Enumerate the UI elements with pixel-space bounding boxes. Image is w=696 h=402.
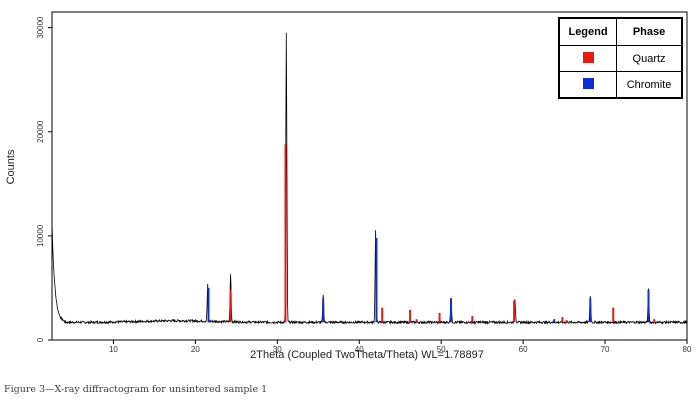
x-tick-label: 10 bbox=[109, 345, 118, 354]
x-axis-label: 2Theta (Coupled TwoTheta/Theta) WL=1.788… bbox=[250, 349, 484, 361]
figure-caption: Figure 3—X-ray diffractogram for unsinte… bbox=[4, 384, 268, 395]
legend-entry-quartz: Quartz bbox=[616, 45, 682, 72]
legend-swatch-cell bbox=[558, 45, 618, 72]
x-tick-label: 80 bbox=[683, 345, 692, 354]
legend-header-legend: Legend bbox=[558, 18, 618, 46]
x-tick-label: 20 bbox=[191, 345, 200, 354]
reference-sticks-layer bbox=[207, 144, 656, 325]
y-tick-label: 0 bbox=[36, 337, 45, 342]
legend: Legend Phase Quartz Chromite bbox=[558, 17, 683, 99]
x-tick-label: 50 bbox=[437, 345, 446, 354]
x-tick-label: 70 bbox=[601, 345, 610, 354]
y-axis-label: Counts bbox=[5, 149, 17, 184]
axes-layer: 10 20 30 40 50 60 70 80 0 10000 20000 30000 bbox=[36, 11, 692, 354]
y-tick-label: 20000 bbox=[36, 120, 45, 143]
chromite-swatch bbox=[582, 77, 594, 89]
y-tick-label: 30000 bbox=[36, 16, 45, 39]
legend-header-phase: Phase bbox=[616, 18, 682, 46]
legend-entry-chromite: Chromite bbox=[616, 71, 682, 98]
legend-swatch-cell bbox=[558, 71, 618, 98]
x-tick-label: 40 bbox=[355, 345, 364, 354]
quartz-swatch bbox=[582, 51, 594, 63]
x-tick-label: 60 bbox=[519, 345, 528, 354]
plot-frame bbox=[51, 11, 688, 341]
pattern-layer bbox=[51, 32, 688, 325]
x-tick-label: 30 bbox=[273, 345, 282, 354]
y-tick-label: 10000 bbox=[36, 224, 45, 247]
diffraction-pattern bbox=[51, 32, 688, 325]
